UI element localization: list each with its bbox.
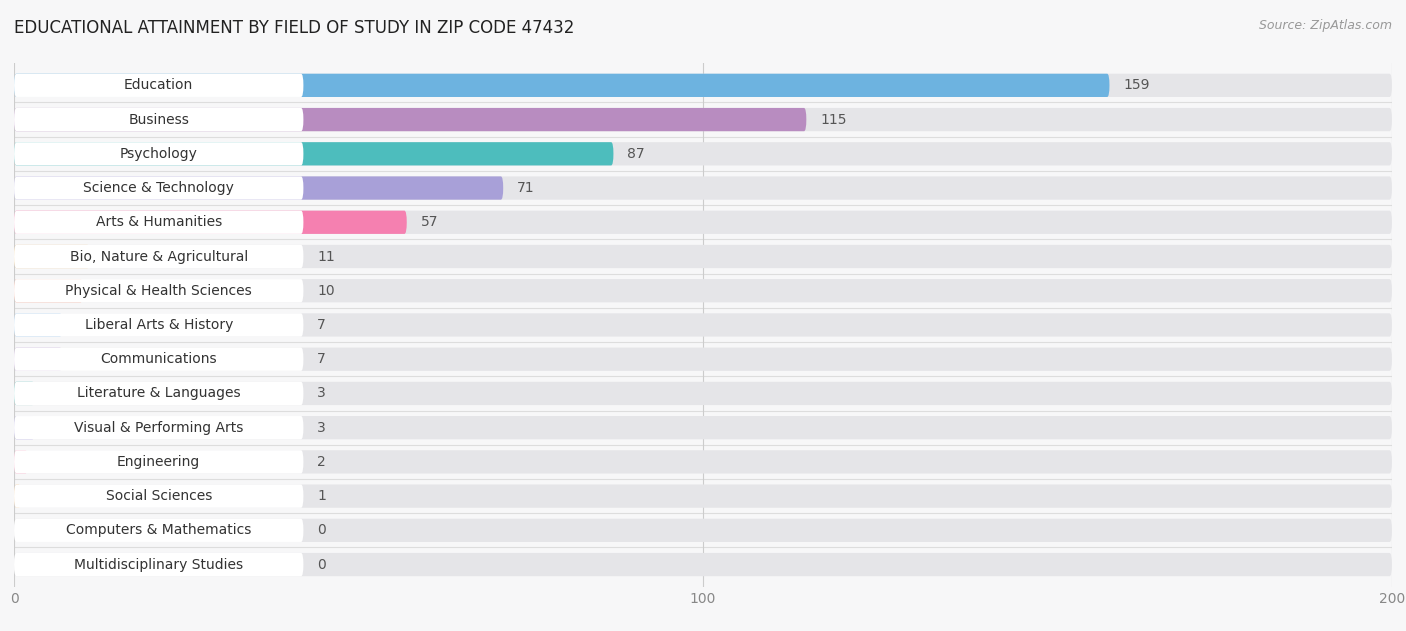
Text: Communications: Communications (100, 352, 217, 366)
Text: 71: 71 (517, 181, 534, 195)
FancyBboxPatch shape (14, 382, 35, 405)
Text: 0: 0 (318, 558, 326, 572)
FancyBboxPatch shape (14, 314, 304, 336)
FancyBboxPatch shape (14, 245, 1392, 268)
FancyBboxPatch shape (14, 211, 1392, 234)
FancyBboxPatch shape (14, 177, 304, 199)
FancyBboxPatch shape (14, 211, 304, 234)
FancyBboxPatch shape (14, 108, 1392, 131)
FancyBboxPatch shape (14, 142, 1392, 165)
Text: 7: 7 (318, 352, 326, 366)
FancyBboxPatch shape (14, 108, 807, 131)
Text: 1: 1 (318, 489, 326, 503)
FancyBboxPatch shape (14, 279, 304, 302)
FancyBboxPatch shape (14, 451, 1392, 473)
FancyBboxPatch shape (14, 74, 304, 97)
FancyBboxPatch shape (14, 314, 1392, 336)
Text: Physical & Health Sciences: Physical & Health Sciences (65, 284, 252, 298)
Text: 3: 3 (318, 421, 326, 435)
Text: 7: 7 (318, 318, 326, 332)
FancyBboxPatch shape (14, 74, 1392, 97)
FancyBboxPatch shape (14, 416, 304, 439)
Text: Source: ZipAtlas.com: Source: ZipAtlas.com (1258, 19, 1392, 32)
Text: 87: 87 (627, 147, 645, 161)
FancyBboxPatch shape (14, 382, 1392, 405)
Text: Computers & Mathematics: Computers & Mathematics (66, 523, 252, 538)
FancyBboxPatch shape (14, 314, 62, 336)
Text: 2: 2 (318, 455, 326, 469)
FancyBboxPatch shape (14, 553, 304, 576)
Text: Psychology: Psychology (120, 147, 198, 161)
FancyBboxPatch shape (14, 142, 613, 165)
Text: EDUCATIONAL ATTAINMENT BY FIELD OF STUDY IN ZIP CODE 47432: EDUCATIONAL ATTAINMENT BY FIELD OF STUDY… (14, 19, 575, 37)
FancyBboxPatch shape (14, 451, 304, 473)
Text: Literature & Languages: Literature & Languages (77, 386, 240, 401)
Text: 115: 115 (820, 112, 846, 127)
Text: Arts & Humanities: Arts & Humanities (96, 215, 222, 229)
FancyBboxPatch shape (14, 416, 35, 439)
FancyBboxPatch shape (14, 519, 1392, 542)
Text: Social Sciences: Social Sciences (105, 489, 212, 503)
Text: Bio, Nature & Agricultural: Bio, Nature & Agricultural (70, 249, 247, 264)
Text: 159: 159 (1123, 78, 1150, 92)
FancyBboxPatch shape (14, 348, 304, 371)
FancyBboxPatch shape (14, 245, 90, 268)
Text: Science & Technology: Science & Technology (83, 181, 235, 195)
FancyBboxPatch shape (14, 416, 1392, 439)
FancyBboxPatch shape (14, 74, 1109, 97)
FancyBboxPatch shape (14, 245, 304, 268)
FancyBboxPatch shape (14, 485, 21, 508)
Text: 10: 10 (318, 284, 335, 298)
FancyBboxPatch shape (14, 485, 304, 508)
FancyBboxPatch shape (14, 177, 503, 199)
Text: 57: 57 (420, 215, 439, 229)
FancyBboxPatch shape (14, 519, 304, 542)
FancyBboxPatch shape (14, 108, 304, 131)
FancyBboxPatch shape (14, 177, 1392, 199)
FancyBboxPatch shape (14, 485, 1392, 508)
FancyBboxPatch shape (14, 279, 83, 302)
Text: Education: Education (124, 78, 194, 92)
Text: Business: Business (128, 112, 190, 127)
FancyBboxPatch shape (14, 142, 304, 165)
Text: Multidisciplinary Studies: Multidisciplinary Studies (75, 558, 243, 572)
FancyBboxPatch shape (14, 451, 28, 473)
Text: 11: 11 (318, 249, 335, 264)
Text: 0: 0 (318, 523, 326, 538)
Text: Engineering: Engineering (117, 455, 201, 469)
FancyBboxPatch shape (14, 382, 304, 405)
FancyBboxPatch shape (14, 348, 1392, 371)
Text: Liberal Arts & History: Liberal Arts & History (84, 318, 233, 332)
FancyBboxPatch shape (14, 348, 62, 371)
FancyBboxPatch shape (14, 553, 1392, 576)
FancyBboxPatch shape (14, 211, 406, 234)
Text: Visual & Performing Arts: Visual & Performing Arts (75, 421, 243, 435)
FancyBboxPatch shape (14, 279, 1392, 302)
Text: 3: 3 (318, 386, 326, 401)
